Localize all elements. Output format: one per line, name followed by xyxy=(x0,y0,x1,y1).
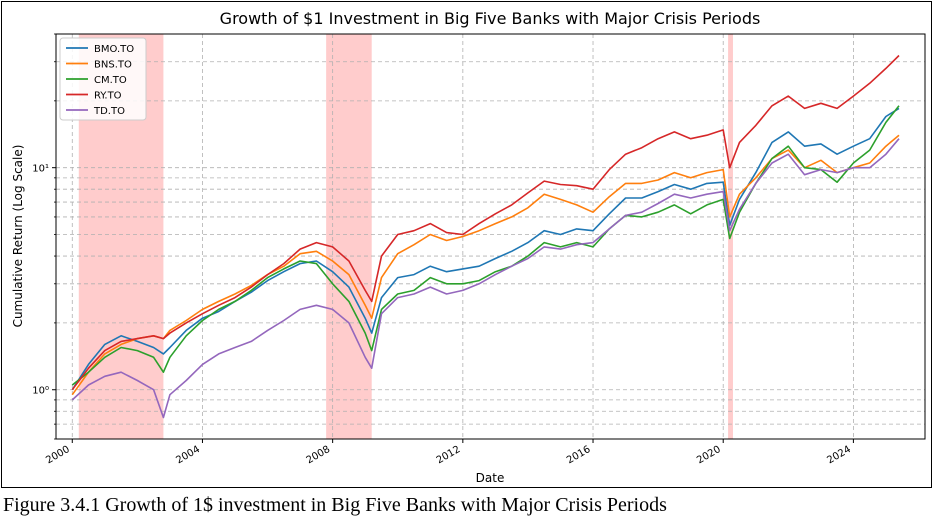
x-axis-label: Date xyxy=(476,471,505,485)
y-axis-label: Cumulative Return (Log Scale) xyxy=(11,145,25,328)
x-tick-label-2004: 2004 xyxy=(174,444,202,466)
x-tick-label-2024: 2024 xyxy=(825,444,853,466)
series-line-td-to xyxy=(71,138,900,419)
y-tick-label-0: 10⁰ xyxy=(32,386,49,397)
y-tick-label-1: 10¹ xyxy=(32,164,49,175)
crisis-band-2 xyxy=(326,34,372,439)
legend-label-td-to: TD.TO xyxy=(93,106,125,117)
figure-caption: Figure 3.4.1 Growth of 1$ investment in … xyxy=(3,494,667,516)
line-chart: Growth of $1 Investment in Big Five Bank… xyxy=(11,9,926,485)
legend-label-ry-to: RY.TO xyxy=(94,91,122,102)
x-tick-label-2012: 2012 xyxy=(435,444,463,466)
legend-box xyxy=(59,37,147,121)
x-tick-label-2020: 2020 xyxy=(695,444,723,466)
x-tick-label-2008: 2008 xyxy=(305,444,333,466)
legend-label-cm-to: CM.TO xyxy=(94,75,127,86)
series-line-cm-to xyxy=(71,105,900,386)
chart-title: Growth of $1 Investment in Big Five Bank… xyxy=(220,9,761,28)
plot-area-frame xyxy=(55,33,926,440)
series-line-bns-to xyxy=(71,134,900,396)
series-line-bmo-to xyxy=(71,107,900,391)
legend-label-bns-to: BNS.TO xyxy=(94,60,132,71)
legend-label-bmo-to: BMO.TO xyxy=(94,44,134,55)
x-tick-label-2000: 2000 xyxy=(44,444,72,466)
series-line-ry-to xyxy=(71,54,900,391)
x-tick-label-2016: 2016 xyxy=(565,444,593,466)
